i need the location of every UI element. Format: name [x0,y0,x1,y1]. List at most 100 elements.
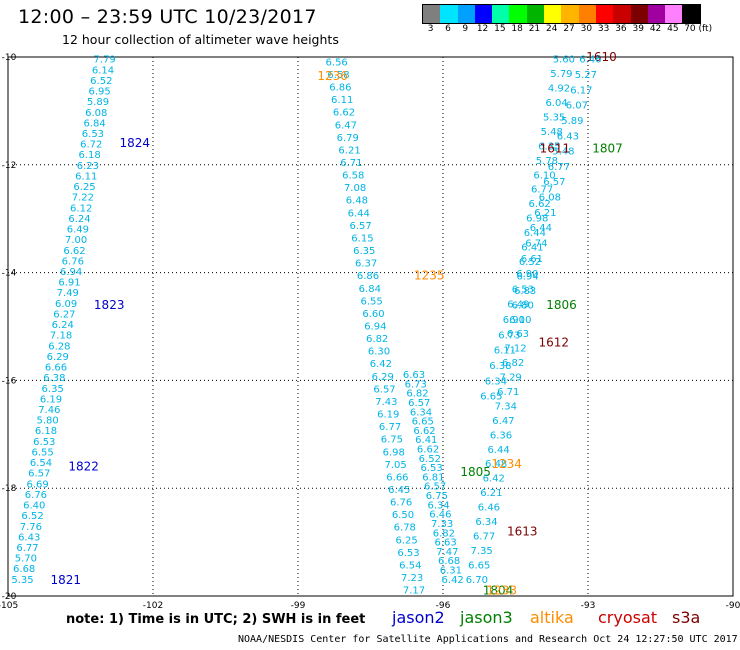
wave-height-label: 6.58 [327,70,349,81]
wave-height-label: 6.53 [420,463,442,474]
wave-height-label: 6.35 [353,246,375,257]
pass-time-label: 1821 [51,573,82,587]
wave-height-label: 6.21 [480,488,502,499]
wave-height-label: 6.47 [492,416,514,427]
wave-height-label: 6.35 [538,141,560,152]
wave-height-label: 6.38 [489,361,511,372]
pass-time-label: 1822 [68,460,99,474]
wave-height-label: 7.23 [401,573,423,584]
footer-note: note: 1) Time is in UTC; 2) SWH is in fe… [66,612,366,627]
pass-time-label: 1804 [483,584,514,598]
pass-time-label: 1613 [507,524,538,538]
wave-height-label: 6.77 [379,422,401,433]
pass-time-label: 1805 [460,465,491,479]
wave-height-label: 6.55 [361,296,383,307]
colorbar-swatch [578,5,596,23]
wave-height-label: 7.46 [38,405,60,416]
wave-height-label: 6.11 [331,95,353,106]
wave-height-label: 7.00 [65,235,87,246]
wave-height-label: 6.60 [362,309,384,320]
wave-height-label: 6.42 [442,575,464,586]
wave-height-label: 6.10 [509,315,531,326]
wave-height-label: 6.38 [43,373,65,384]
colorbar-swatch [595,5,614,23]
wave-height-label: 6.21 [338,145,360,156]
lon-tick-label: -105 [0,601,18,611]
wave-height-label: 6.36 [490,430,512,441]
wave-height-label: 6.18 [35,426,57,437]
colorbar-tick: 45 [667,24,679,34]
wave-height-label: 6.66 [386,472,408,483]
wave-height-label: 6.52 [519,257,541,268]
wave-height-label: 6.98 [383,447,405,458]
legend-cryosat: cryosat [598,608,658,627]
wave-height-label: 6.65 [412,417,434,428]
wave-height-label: 6.84 [83,118,105,129]
lat-tick-label: -18 [2,484,17,494]
wave-height-label: 6.28 [48,341,70,352]
wave-height-label: 6.65 [468,560,490,571]
colorbar-swatch [474,5,493,23]
wave-height-label: 6.57 [424,482,446,493]
wave-height-label: 7.43 [375,397,397,408]
wave-height-label: 7.12 [504,344,526,355]
legend-s3a: s3a [672,608,701,627]
wave-height-label: 6.68 [13,564,35,575]
page-title: 12:00 – 23:59 UTC 10/23/2017 [18,6,317,28]
pass-time-label: 1610 [586,50,617,64]
lat-tick-label: -16 [2,376,17,386]
wave-height-label: 6.78 [394,523,416,534]
wave-height-label: 6.82 [433,528,455,539]
lat-tick-label: -20 [2,592,17,602]
wave-height-label: 6.54 [30,458,52,469]
wave-height-label: 6.53 [82,129,104,140]
colorbar-swatch [665,5,683,23]
wave-height-label: 6.94 [60,267,82,278]
wave-height-label: 6.46 [579,55,601,66]
colorbar-swatch [613,5,631,23]
pass-time-label: 1823 [94,298,125,312]
colorbar-swatch [682,5,700,23]
colorbar-swatch [509,5,527,23]
wave-height-label: 5.78 [536,156,558,167]
wave-height-label: 6.62 [529,199,551,210]
wave-height-label: 6.44 [348,208,370,219]
wave-height-label: 6.42 [370,359,392,370]
colorbar-tick-labels: 3 6 9 12 15 18 21 24 27 30 33 36 39 42 45 70 (ft) [422,24,734,36]
wave-height-label: 7.33 [431,519,453,530]
wave-height-label: 7.76 [20,522,42,533]
wave-height-label: 6.57 [373,384,395,395]
wave-height-label: 7.18 [50,331,72,342]
credit-line: NOAA/NESDIS Center for Satellite Applica… [238,634,738,645]
colorbar-tick: 12 [476,24,489,34]
wave-height-label: 6.29 [47,352,69,363]
wave-height-label: 6.95 [89,87,111,98]
wave-height-label: 6.08 [539,193,561,204]
colorbar-tick: 33 [597,24,610,34]
lon-tick-label: -93 [581,601,596,611]
wave-height-label: 6.52 [21,511,43,522]
wave-height-label: 6.44 [530,223,552,234]
wave-height-label: 6.04 [545,98,567,109]
wave-height-label: 7.34 [495,401,517,412]
wave-height-label: 5.89 [87,97,109,108]
lon-tick-label: -96 [436,601,451,611]
lat-tick-label: -14 [2,269,17,279]
wave-height-label: 6.31 [440,566,462,577]
wave-height-label: 6.76 [390,498,412,509]
wave-height-label: 7.08 [344,183,366,194]
wave-height-label: 6.35 [42,384,64,395]
wave-height-label: 6.98 [526,214,548,225]
lat-tick-label: -12 [2,161,17,171]
wave-height-label: 6.29 [372,372,394,383]
wave-height-label: 7.17 [403,586,425,597]
wave-height-label: 6.82 [366,334,388,345]
colorbar-tick: 30 [580,24,593,34]
wave-height-label: 6.24 [52,320,74,331]
wave-height-label: 7.22 [72,193,94,204]
wave-height-label: 6.34 [427,500,449,511]
wave-height-label: 6.11 [75,171,97,182]
wave-height-label: 6.30 [368,347,390,358]
wave-height-label: 6.53 [512,284,534,295]
wave-height-label: 6.54 [399,560,421,571]
